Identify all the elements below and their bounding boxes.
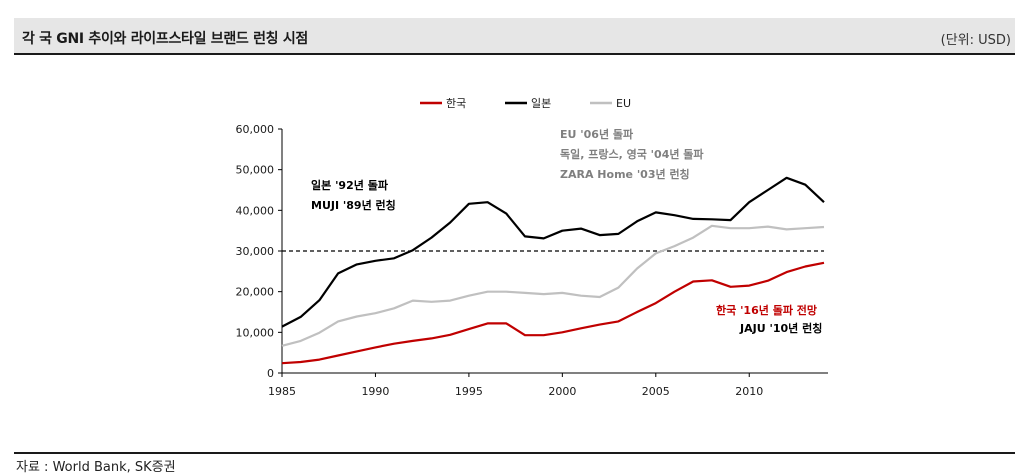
- chart-header: 각 국 GNI 추이와 라이프스타일 브랜드 런칭 시점 (단위: USD): [14, 18, 1015, 55]
- x-tick-label: 1995: [455, 385, 483, 398]
- x-tick-label: 1990: [361, 385, 389, 398]
- y-tick-label: 40,000: [236, 204, 275, 217]
- annotation-eu: ZARA Home '03년 런칭: [560, 167, 690, 181]
- series-line-japan: [281, 176, 825, 328]
- y-tick-label: 0: [267, 367, 274, 380]
- x-tick-label: 2005: [642, 385, 670, 398]
- legend-label: 한국: [446, 97, 466, 110]
- x-tick-label: 1985: [268, 385, 296, 398]
- y-tick-label: 10,000: [236, 326, 275, 339]
- chart-title: 각 국 GNI 추이와 라이프스타일 브랜드 런칭 시점: [22, 31, 308, 47]
- y-tick-label: 60,000: [236, 123, 275, 136]
- legend-label: EU: [616, 97, 631, 110]
- annotation-jp: MUJI '89년 런칭: [311, 198, 396, 212]
- y-tick-label: 20,000: [236, 286, 275, 299]
- annotation-jp: 일본 '92년 돌파: [311, 178, 389, 192]
- x-tick-label: 2000: [548, 385, 576, 398]
- footer-divider: [14, 452, 1015, 454]
- source-note: 자료 : World Bank, SK증권: [16, 460, 176, 475]
- annotation-kr: 한국 '16년 돌파 전망: [716, 303, 817, 317]
- annotation-kr2: JAJU '10년 런칭: [739, 321, 822, 335]
- y-tick-label: 50,000: [236, 164, 275, 177]
- series-line-korea: [281, 261, 825, 365]
- annotation-eu: EU '06년 돌파: [560, 127, 634, 141]
- x-tick-label: 2010: [735, 385, 763, 398]
- unit-label: (단위: USD): [940, 33, 1011, 48]
- y-tick-label: 30,000: [236, 245, 275, 258]
- legend-label: 일본: [531, 96, 551, 110]
- annotation-eu: 독일, 프랑스, 영국 '04년 돌파: [560, 147, 704, 161]
- series-line-eu: [281, 224, 825, 347]
